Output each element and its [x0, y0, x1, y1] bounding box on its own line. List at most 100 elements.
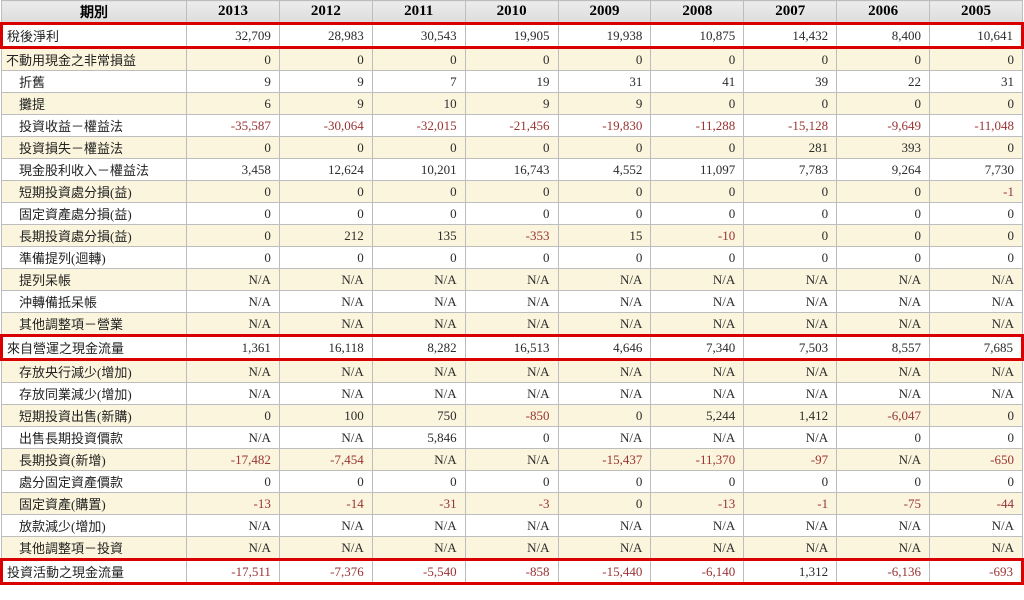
cell-value: 0 — [557, 202, 652, 225]
cell-value: -21,456 — [464, 114, 559, 137]
cell-value: -6,140 — [650, 558, 745, 585]
cell-value: 31 — [929, 70, 1023, 93]
cell-value: 1,361 — [186, 334, 280, 361]
cell-value: 0 — [371, 136, 466, 159]
cell-value: 0 — [929, 470, 1023, 493]
cell-value: N/A — [464, 312, 559, 336]
cell-value: N/A — [650, 312, 745, 336]
cell-value: 0 — [464, 202, 559, 225]
cell-value: N/A — [464, 448, 559, 471]
cell-value: -19,830 — [557, 114, 652, 137]
cell-value: -353 — [464, 224, 559, 247]
cell-value: 0 — [929, 92, 1023, 115]
cell-value: 0 — [929, 47, 1023, 71]
cell-value: -17,511 — [186, 558, 280, 585]
column-header-period: 期別 — [1, 0, 187, 24]
cell-value: 1,312 — [743, 558, 838, 585]
row-label: 折舊 — [1, 70, 187, 93]
cell-value: 0 — [743, 470, 838, 493]
cell-value: 393 — [836, 136, 930, 159]
cell-value: -693 — [929, 558, 1024, 585]
cell-value: -75 — [836, 492, 930, 515]
cell-value: N/A — [929, 359, 1023, 383]
cell-value: N/A — [186, 382, 280, 405]
cell-value: N/A — [186, 290, 280, 313]
cell-value: N/A — [929, 536, 1023, 560]
cell-value: 5,244 — [650, 404, 745, 427]
cell-value: N/A — [743, 268, 838, 291]
row-label: 不動用現金之非常損益 — [1, 47, 187, 71]
cell-value: 0 — [650, 180, 745, 203]
table-row: 不動用現金之非常損益 0 0 0 0 0 0 0 0 0 — [1, 47, 1023, 71]
cell-value: 0 — [186, 180, 280, 203]
cell-value: N/A — [743, 312, 838, 336]
cell-value: N/A — [557, 514, 652, 537]
cash-flow-table: 期別 2013 2012 2011 2010 2009 2008 2007 2006 2005 … — [0, 0, 1024, 585]
cell-value: 0 — [929, 426, 1023, 449]
cell-value: -11,370 — [650, 448, 745, 471]
column-header-year: 2007 — [743, 0, 838, 24]
row-label: 來自營運之現金流量 — [0, 334, 187, 361]
cell-value: 135 — [371, 224, 466, 247]
cell-value: 0 — [743, 92, 838, 115]
cell-value: N/A — [278, 359, 373, 383]
cell-value: 0 — [743, 202, 838, 225]
cell-value: 0 — [186, 202, 280, 225]
cell-value: 0 — [464, 47, 559, 71]
table-row: 放款減少(增加) N/A N/A N/A N/A N/A N/A N/A N/A N/A — [1, 514, 1023, 537]
row-label: 放款減少(增加) — [1, 514, 187, 537]
cell-value: -5,540 — [371, 558, 466, 585]
cell-value: N/A — [557, 312, 652, 336]
table-row: 其他調整項－投資 N/A N/A N/A N/A N/A N/A N/A N/A N/A — [1, 536, 1023, 560]
row-label: 現金股利收入－權益法 — [1, 158, 187, 181]
table-row: 長期投資(新增) -17,482 -7,454 N/A N/A -15,437 -11,37… — [1, 448, 1023, 471]
cell-value: -13 — [650, 492, 745, 515]
table-row: 短期投資出售(新購) 0 100 750 -850 0 5,244 1,412 -6,047 0 — [1, 404, 1023, 427]
cell-value: 0 — [836, 202, 930, 225]
cell-value: -7,376 — [278, 558, 373, 585]
table-row: 固定資產處分損(益) 0 0 0 0 0 0 0 0 0 — [1, 202, 1023, 225]
cell-value: N/A — [836, 514, 930, 537]
cell-value: 7,340 — [650, 334, 745, 361]
column-header-year: 2010 — [464, 0, 559, 24]
cell-value: N/A — [743, 536, 838, 560]
cell-value: 16,743 — [464, 158, 559, 181]
cell-value: -15,440 — [557, 558, 652, 585]
row-label: 短期投資出售(新購) — [1, 404, 187, 427]
cell-value: -97 — [743, 448, 838, 471]
cell-value: N/A — [186, 268, 280, 291]
cell-value: -44 — [929, 492, 1023, 515]
cell-value: 0 — [557, 404, 652, 427]
cell-value: 4,646 — [557, 334, 652, 361]
cell-value: -31 — [371, 492, 466, 515]
cell-value: 0 — [836, 224, 930, 247]
cell-value: N/A — [650, 536, 745, 560]
cell-value: N/A — [371, 448, 466, 471]
cell-value: 0 — [278, 202, 373, 225]
cell-value: N/A — [371, 359, 466, 383]
cell-value: 7,783 — [743, 158, 838, 181]
cell-value: 0 — [186, 470, 280, 493]
cell-value: 0 — [650, 136, 745, 159]
cell-value: N/A — [464, 382, 559, 405]
table-row: 沖轉備抵呆帳 N/A N/A N/A N/A N/A N/A N/A N/A N/A — [1, 290, 1023, 313]
cell-value: N/A — [743, 359, 838, 383]
row-label: 出售長期投資價款 — [1, 426, 187, 449]
cell-value: 9,264 — [836, 158, 930, 181]
cell-value: 0 — [836, 246, 930, 269]
cell-value: 0 — [371, 246, 466, 269]
cell-value: 0 — [650, 246, 745, 269]
cell-value: -30,064 — [278, 114, 373, 137]
table-row: 其他調整項－營業 N/A N/A N/A N/A N/A N/A N/A N/A N/A — [1, 312, 1023, 336]
row-label: 短期投資處分損(益) — [1, 180, 187, 203]
cell-value: -650 — [929, 448, 1023, 471]
cell-value: 0 — [650, 202, 745, 225]
cell-value: 0 — [557, 492, 652, 515]
cell-value: N/A — [836, 312, 930, 336]
cell-value: -7,454 — [278, 448, 373, 471]
cell-value: 0 — [186, 136, 280, 159]
table-row: 準備提列(迴轉) 0 0 0 0 0 0 0 0 0 — [1, 246, 1023, 269]
column-header-year: 2012 — [278, 0, 373, 24]
cell-value: N/A — [743, 514, 838, 537]
cell-value: N/A — [836, 359, 930, 383]
